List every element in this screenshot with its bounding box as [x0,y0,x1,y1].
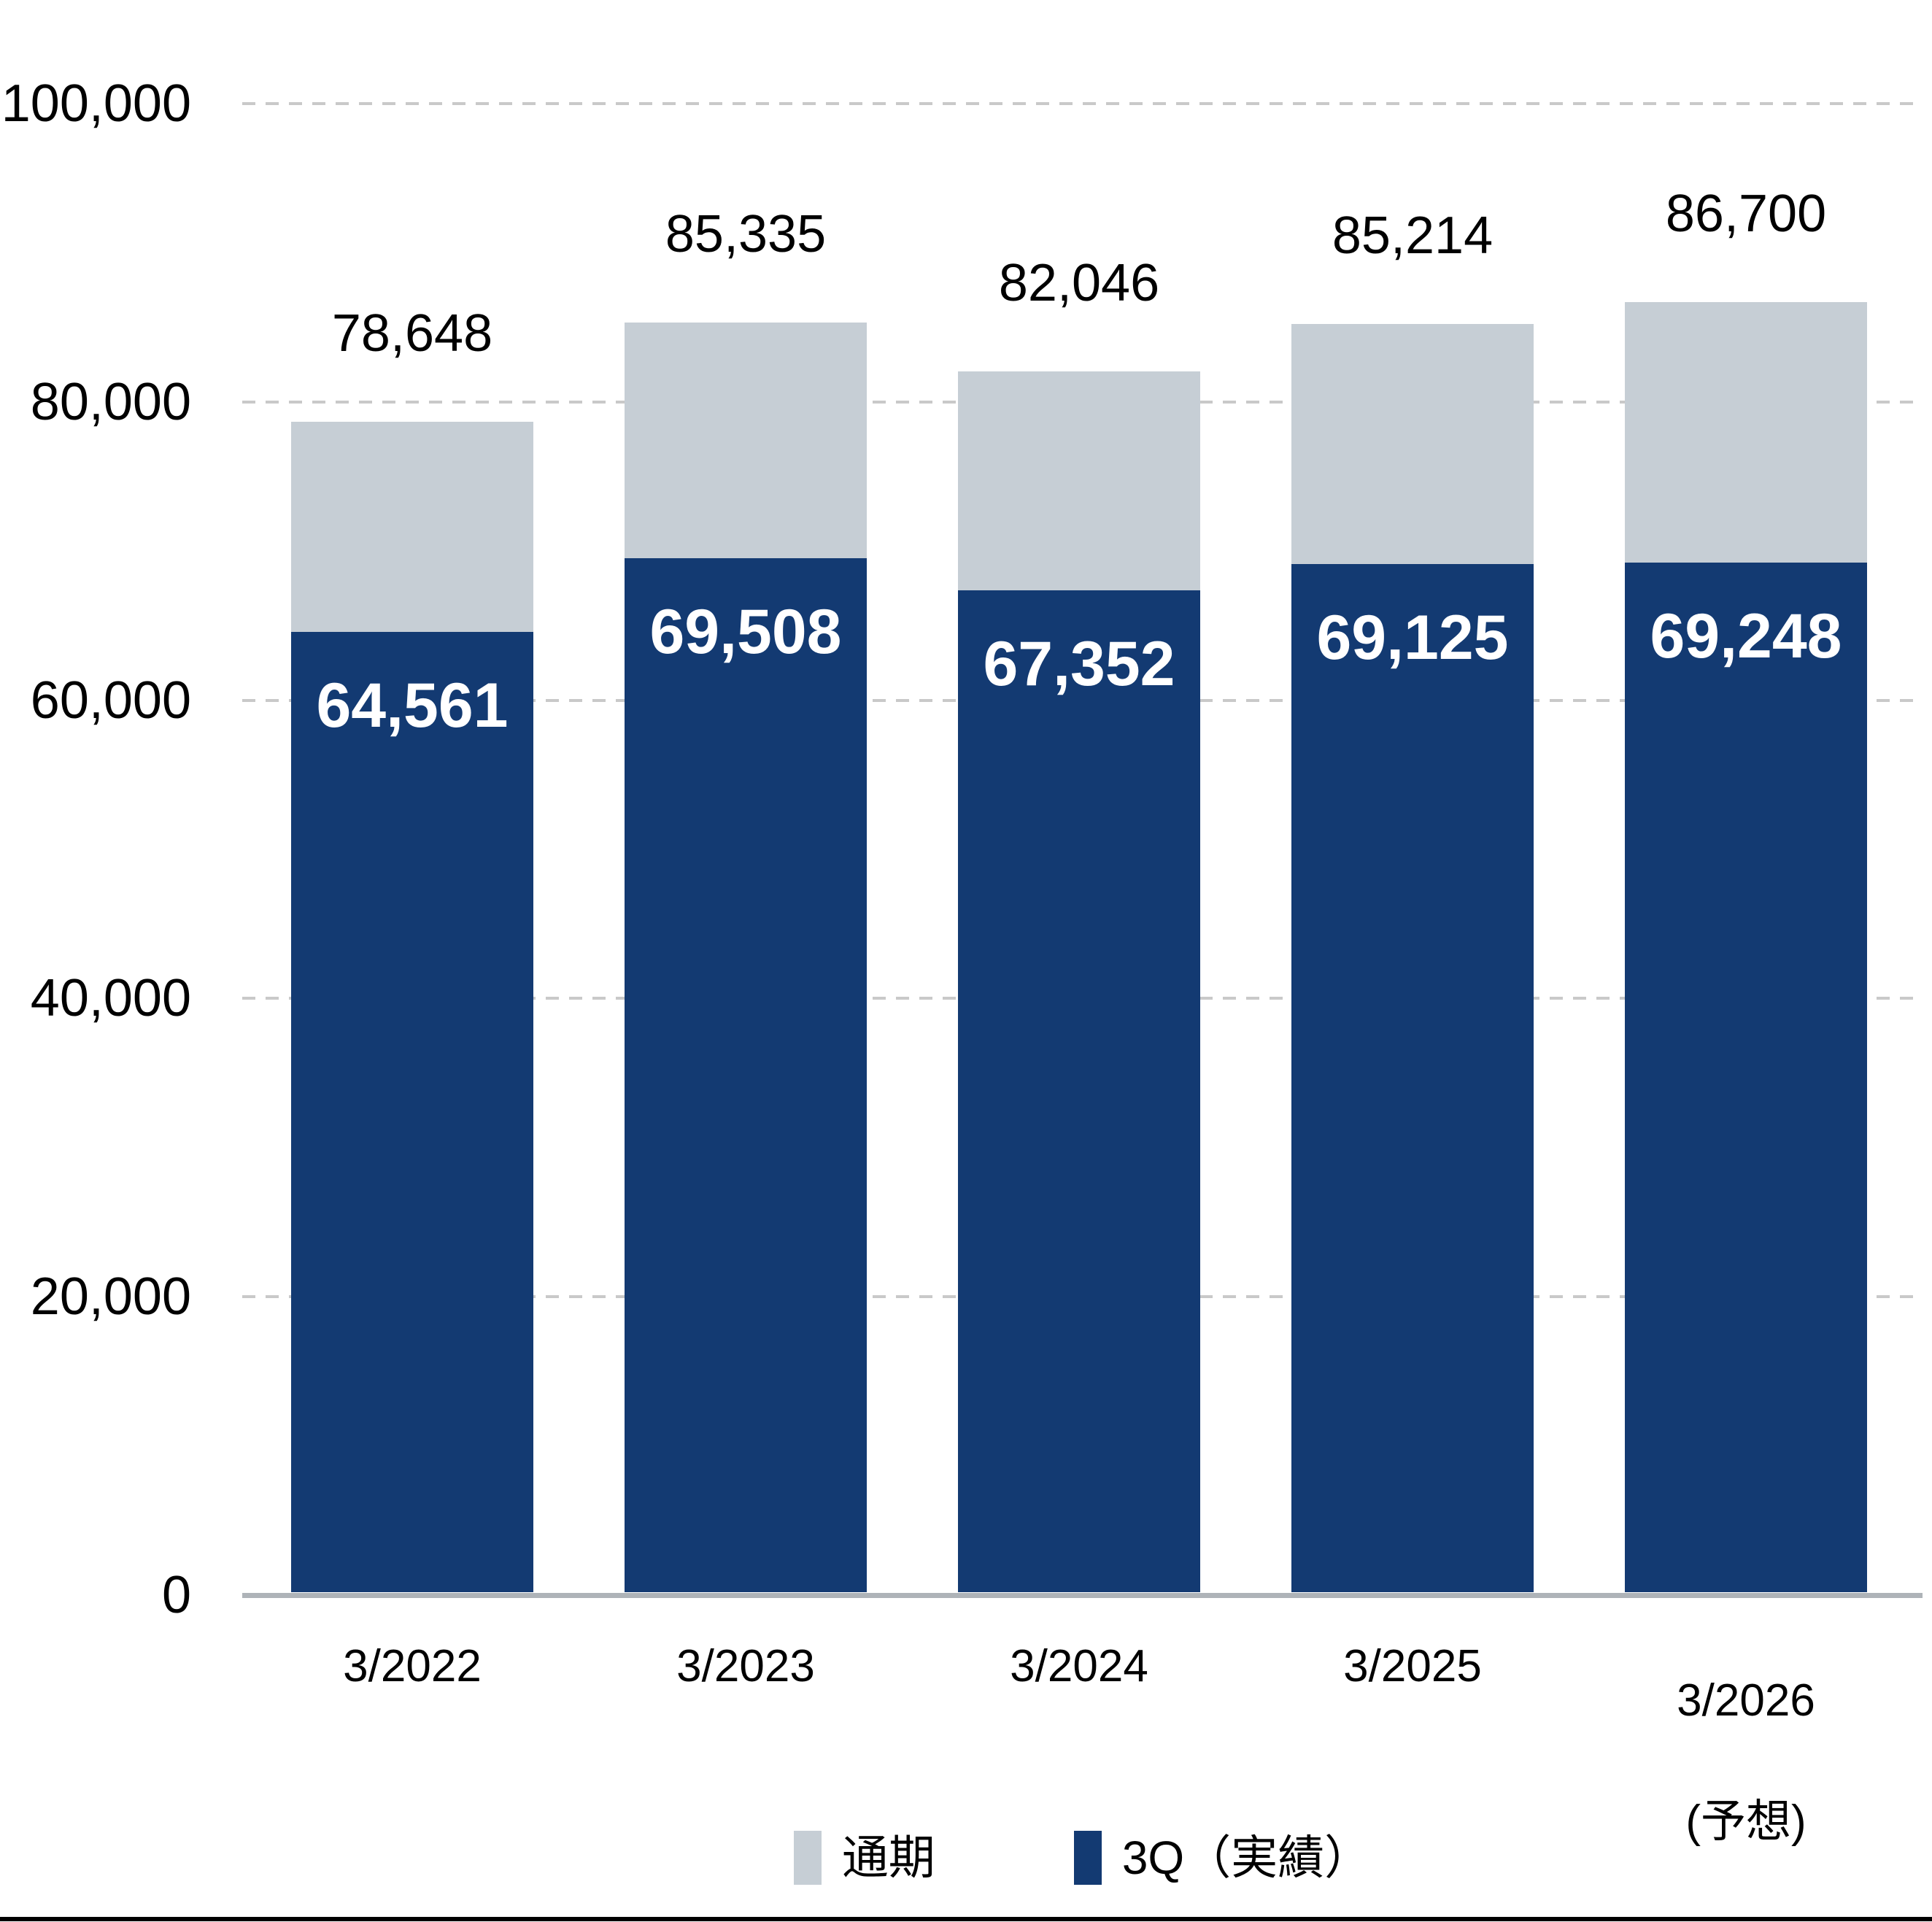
legend-swatch-3q-actual [1073,1831,1102,1885]
bar-q3-segment-3-2026 [1625,562,1867,1592]
y-tick-label-40000: 40,000 [30,969,191,1028]
bar-q3-segment-3-2023 [625,558,867,1592]
total-value-label-3-2026: 86,700 [1665,184,1827,243]
q3-value-label-3-2025: 69,125 [1316,603,1509,674]
y-tick-label-0: 0 [161,1566,191,1624]
legend-item-3q-actual: 3Q（実績） [1073,1831,1372,1885]
bottom-border [0,1917,1932,1921]
total-value-label-3-2024: 82,046 [998,253,1160,312]
x-tick-forecast-note: (予想) [1685,1796,1807,1847]
y-tick-label-80000: 80,000 [30,372,191,431]
q3-value-label-3-2022: 64,561 [316,671,509,741]
x-tick-label-3-2024: 3/2024 [1010,1644,1148,1689]
bar-full-year-segment-3-2022 [291,422,533,633]
bar-q3-segment-3-2022 [291,632,533,1592]
x-tick-text: 3/2025 [1343,1641,1482,1691]
y-tick-label-100000: 100,000 [1,74,191,133]
legend: 通期 3Q（実績） [242,1823,1923,1893]
bar-full-year-segment-3-2024 [958,371,1200,591]
legend-swatch-full-year [793,1831,822,1885]
x-tick-label-3-2025: 3/2025 [1343,1644,1482,1689]
legend-item-full-year: 通期 [793,1831,935,1885]
y-tick-label-20000: 20,000 [30,1267,191,1327]
gridline-100000 [242,102,1923,105]
legend-label-full-year: 通期 [841,1832,935,1884]
x-tick-text: 3/2026 [1677,1675,1815,1726]
x-tick-label-3-2026: 3/2026 (予想) [1677,1678,1815,1845]
q3-value-label-3-2026: 69,248 [1650,601,1842,671]
x-axis-line [242,1593,1923,1598]
x-tick-label-3-2023: 3/2023 [676,1644,815,1689]
x-tick-label-3-2022: 3/2022 [343,1644,482,1689]
bar-full-year-segment-3-2026 [1625,301,1867,563]
x-tick-text: 3/2024 [1010,1641,1148,1691]
y-tick-label-60000: 60,000 [30,671,191,730]
q3-value-label-3-2024: 67,352 [983,629,1175,700]
total-value-label-3-2023: 85,335 [665,204,827,263]
total-value-label-3-2022: 78,648 [331,304,493,363]
total-value-label-3-2025: 85,214 [1332,207,1494,266]
legend-label-3q-actual: 3Q（実績） [1121,1832,1372,1884]
bar-full-year-segment-3-2025 [1291,324,1534,565]
q3-value-label-3-2023: 69,508 [649,597,842,668]
bar-full-year-segment-3-2023 [625,322,867,559]
x-tick-text: 3/2023 [676,1641,815,1691]
bar-q3-segment-3-2025 [1291,564,1534,1592]
bar-q3-segment-3-2024 [958,590,1200,1592]
x-tick-text: 3/2022 [343,1641,482,1691]
